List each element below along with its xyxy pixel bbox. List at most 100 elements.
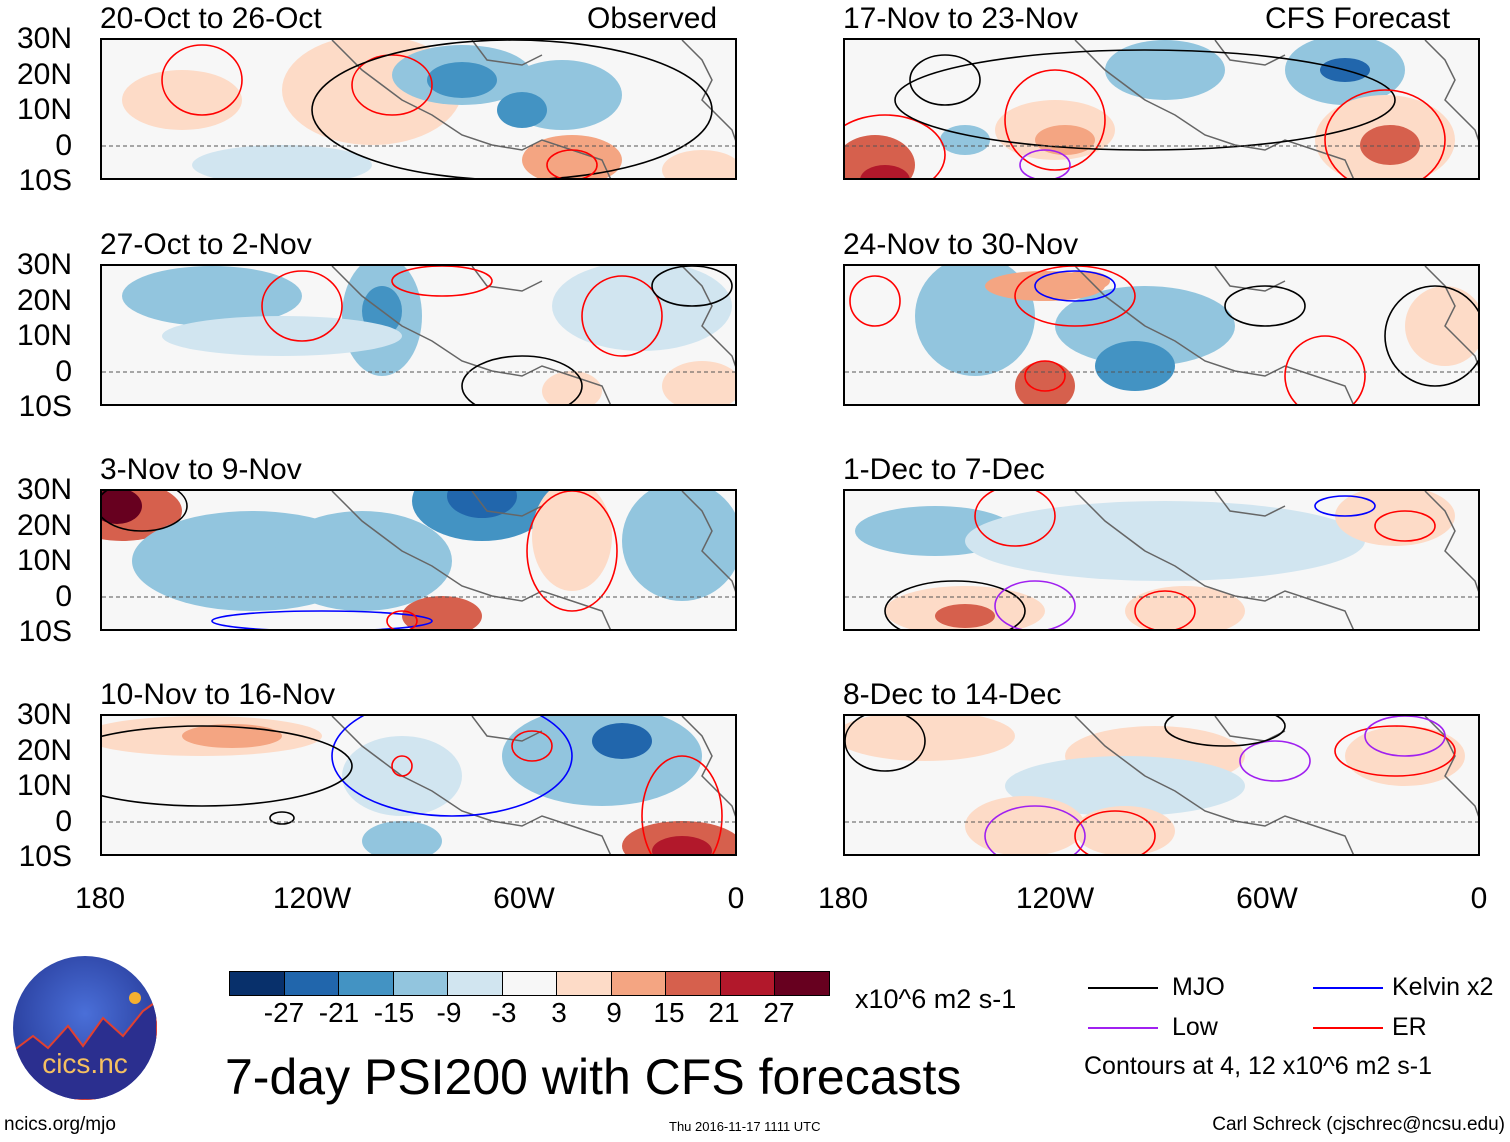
map-panel-forecast [843, 264, 1480, 406]
colorbar-label: -21 [318, 997, 360, 1028]
wave-contour [526, 491, 618, 612]
wave-contour [1004, 69, 1106, 171]
coastline [331, 40, 735, 178]
lat-label: 20N [16, 733, 72, 767]
coastline [1074, 491, 1478, 629]
anomaly-shading [122, 266, 302, 326]
colorbar-swatch [230, 972, 285, 995]
colorbar-label: -27 [263, 997, 305, 1028]
wave-contour [391, 266, 493, 297]
anomaly-shading [940, 125, 990, 155]
psi200-map [845, 491, 1478, 629]
lat-label: 30N [16, 248, 72, 281]
wave-contour [1164, 716, 1286, 747]
anomaly-shading [362, 821, 442, 854]
wave-contour [994, 580, 1076, 629]
lat-label: 0 [55, 354, 72, 388]
colorbar-swatch [502, 972, 557, 995]
map-panel-forecast [843, 714, 1480, 856]
colorbar-label: 9 [606, 997, 622, 1028]
psi200-map [845, 40, 1478, 178]
wave-contour [1134, 590, 1196, 629]
wave-contour [849, 275, 901, 327]
legend-low: Low [1172, 1013, 1218, 1041]
colorbar-swatch [557, 972, 612, 995]
legend-er: ER [1392, 1013, 1427, 1041]
map-panel-observed [100, 38, 737, 180]
anomaly-shading [552, 266, 732, 351]
wave-contour [269, 811, 295, 825]
legend-kelvin: Kelvin x2 [1392, 973, 1494, 1001]
psi200-map [102, 266, 735, 404]
wave-contour [984, 805, 1086, 854]
lat-label: 10S [18, 390, 72, 423]
wave-contour [391, 755, 413, 777]
anomaly-shading [497, 92, 547, 128]
psi200-map [102, 716, 735, 854]
lat-label: 30N [16, 698, 72, 731]
coastline [1074, 716, 1478, 854]
footer-url[interactable]: ncics.org/mjo [4, 1114, 116, 1135]
colorbar-swatch [611, 972, 666, 995]
colorbar-label: 27 [763, 997, 795, 1028]
colorbar-label: 15 [653, 997, 685, 1028]
anomaly-shading [1015, 361, 1075, 404]
anomaly-shading [1005, 756, 1245, 816]
wave-contour [974, 491, 1056, 547]
anomaly-shading [532, 491, 612, 591]
wave-contour [102, 491, 188, 532]
anomaly-shading [845, 716, 1015, 761]
colorbar-label: 21 [708, 997, 740, 1028]
footer-timestamp: Thu 2016-11-17 1111 UTC [669, 1119, 821, 1134]
anomaly-shading [965, 796, 1085, 854]
anomaly-shading [102, 491, 142, 524]
anomaly-shading [662, 361, 735, 404]
coastline [331, 716, 735, 854]
wave-contour [1074, 810, 1156, 854]
anomaly-shading [622, 491, 735, 601]
lat-label: 10N [16, 93, 72, 126]
wave-contour [351, 54, 433, 116]
psi200-map [102, 40, 735, 178]
map-panel-observed [100, 714, 737, 856]
lat-label: 0 [55, 804, 72, 838]
panel-title: 27-Oct to 2-Nov [100, 228, 312, 261]
lon-label: 180 [817, 882, 869, 915]
anomaly-shading [860, 165, 910, 178]
panel-title: 3-Nov to 9-Nov [100, 453, 302, 486]
wave-contour [1384, 285, 1478, 387]
colorbar-label: -15 [373, 997, 415, 1028]
anomaly-shading [1035, 125, 1095, 155]
wave-contour [102, 725, 353, 807]
anomaly-shading [1060, 271, 1110, 291]
wave-contour [845, 716, 926, 772]
wave-contour [1239, 740, 1311, 782]
wave-contour [161, 44, 243, 116]
map-panel-observed [100, 264, 737, 406]
wave-contour [1224, 285, 1306, 327]
psi200-map [845, 716, 1478, 854]
wave-contour [884, 580, 1026, 629]
mjo-line-swatch [1088, 987, 1158, 989]
wave-contour [581, 275, 663, 357]
wave-contour [1024, 360, 1066, 392]
kelvin-line-swatch [1313, 987, 1383, 989]
lon-label: 60W [1236, 882, 1298, 915]
map-panel-observed [100, 489, 737, 631]
lat-label: 10N [16, 319, 72, 352]
coastline [1074, 40, 1478, 178]
wave-contour [1314, 495, 1376, 517]
psi200-map [102, 491, 735, 629]
colorbar-label: 3 [551, 997, 567, 1028]
anomaly-shading [1105, 40, 1225, 100]
mountain-icon [13, 992, 157, 1100]
colorbar-swatch [284, 972, 339, 995]
cics-logo: cics.nc [13, 956, 157, 1100]
map-panel-forecast [843, 489, 1480, 631]
figure-title: 7-day PSI200 with CFS forecasts [225, 1049, 962, 1105]
wave-contour [845, 114, 946, 178]
anomaly-shading [1075, 806, 1175, 854]
anomaly-shading [1095, 341, 1175, 391]
map-panel-forecast [843, 38, 1480, 180]
lat-label: 20N [16, 283, 72, 317]
